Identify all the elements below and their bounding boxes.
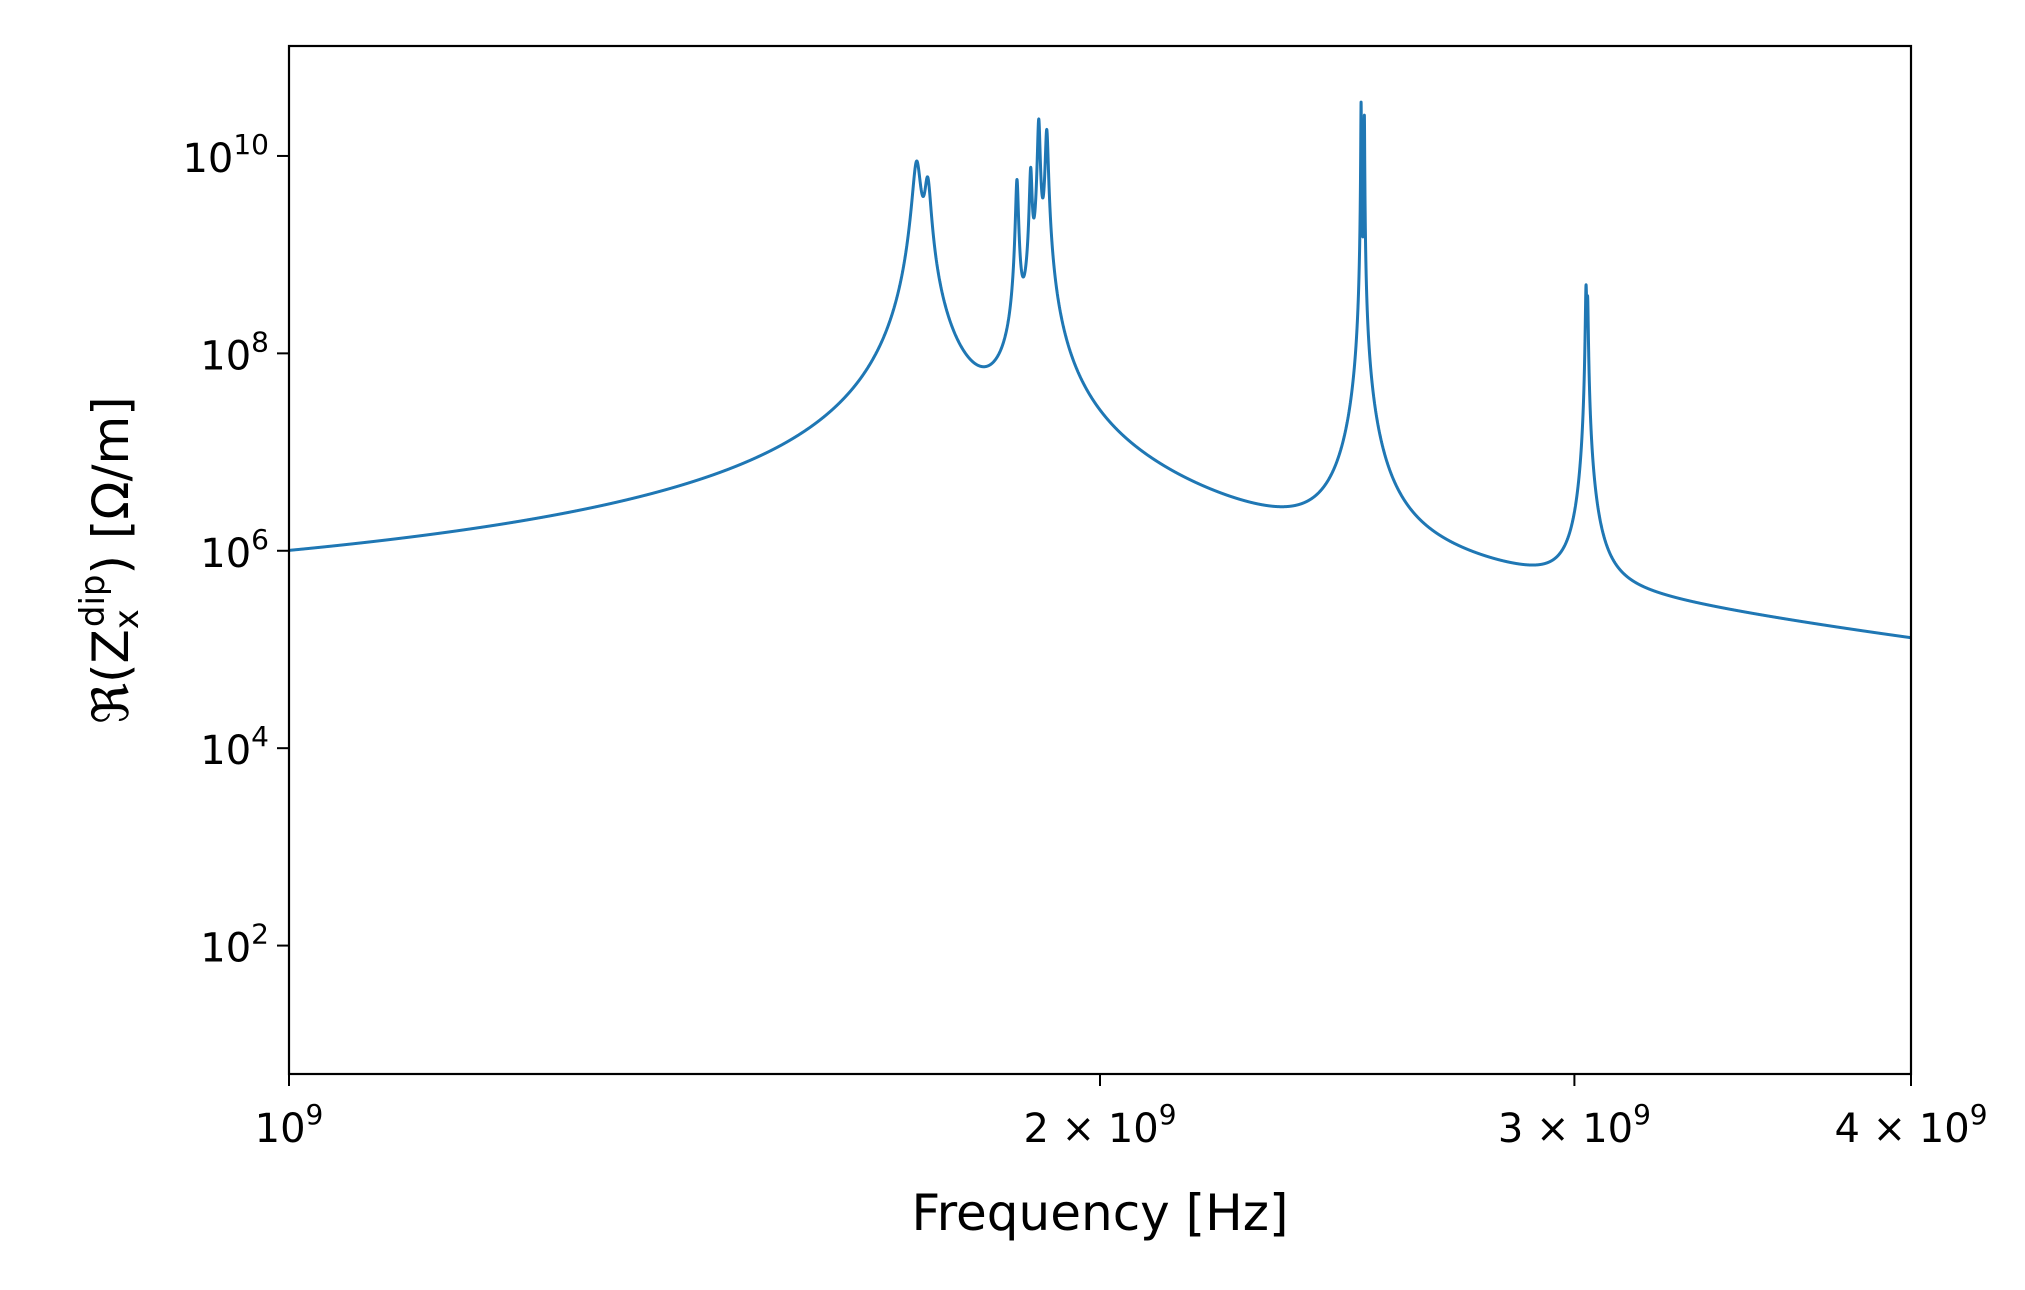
x-axis-label: Frequency [Hz] — [911, 1184, 1288, 1242]
y-axis-label-suffix: ) [Ω/m] — [82, 396, 140, 574]
y-tick-label-1: 104 — [200, 720, 269, 774]
y-axis-label-sup: dip — [73, 574, 113, 627]
y-tick-label-0: 102 — [200, 918, 269, 972]
series-line-impedance — [287, 100, 1913, 640]
y-axis-label-sub: x — [107, 609, 147, 629]
x-tick-label-0: 109 — [255, 1098, 324, 1152]
y-axis-label-prefix: ℜ(Z — [82, 629, 140, 723]
y-tick-label-3: 108 — [200, 325, 269, 379]
y-axis-ticks: 102 104 106 108 1010 — [182, 128, 289, 972]
y-tick-label-4: 1010 — [182, 128, 269, 182]
x-axis-ticks: 109 2 × 109 3 × 109 4 × 109 — [255, 1074, 1988, 1152]
x-tick-label-3: 4 × 109 — [1834, 1098, 1987, 1152]
y-tick-label-2: 106 — [200, 523, 269, 577]
plot-area — [287, 100, 1913, 640]
y-axis-label: ℜ(Zxdip) [Ω/m] — [73, 396, 147, 723]
x-tick-label-2: 3 × 109 — [1498, 1098, 1651, 1152]
x-tick-label-1: 2 × 109 — [1023, 1098, 1176, 1152]
